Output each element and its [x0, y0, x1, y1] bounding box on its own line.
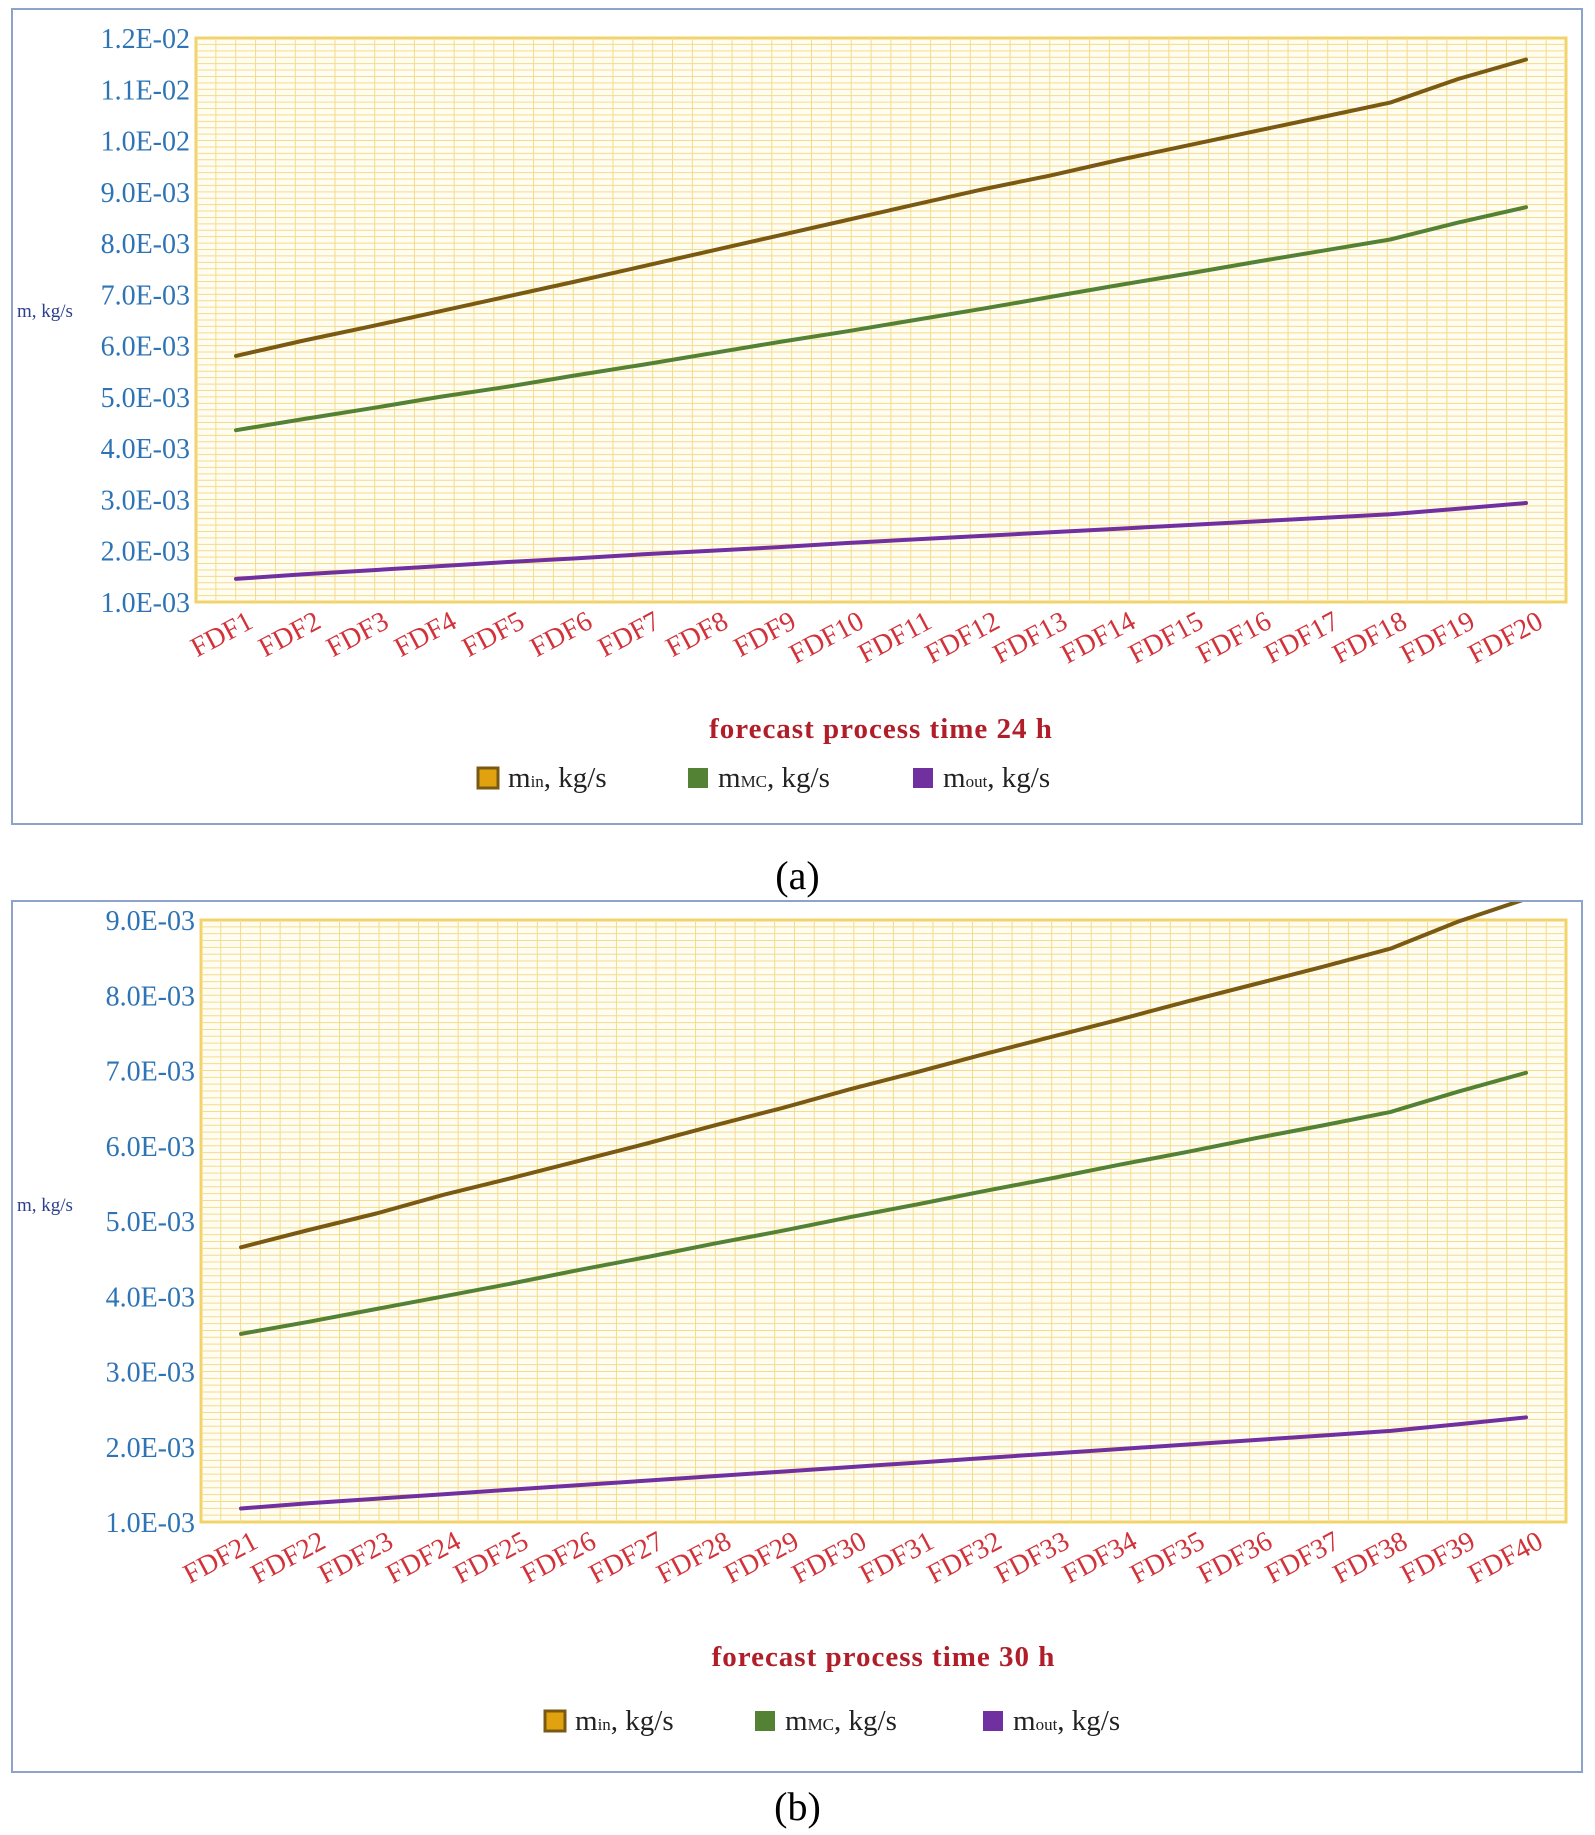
series-line-mc	[239, 1070, 1528, 1336]
x-tick-label: FDF8	[661, 606, 733, 664]
x-tick-label: FDF23	[314, 1526, 399, 1591]
x-tick-label: FDF26	[517, 1526, 602, 1591]
x-tick-label: FDF37	[1260, 1526, 1345, 1591]
series-line-out	[239, 1415, 1528, 1511]
x-tick-label: FDF19	[1395, 606, 1480, 671]
x-tick-label: FDF4	[389, 606, 461, 664]
x-tick-label: FDF35	[1125, 1526, 1210, 1591]
x-tick-label: FDF12	[920, 606, 1005, 671]
y-tick-label: 5.0E-03	[101, 383, 190, 414]
y-tick-label: 7.0E-03	[106, 1057, 195, 1088]
x-tick-label: FDF11	[853, 606, 937, 670]
chart-a-svg: 1.0E-03 2.0E-03 3.0E-03 4.0E-03 5.0E-03 6.0E-…	[17, 24, 1568, 794]
y-axis-label: m, kg/s	[17, 301, 73, 322]
legend-label: min, kg/s	[575, 1705, 674, 1737]
legend-swatch	[913, 768, 933, 788]
x-tick-label: FDF14	[1056, 606, 1141, 671]
chart-panel-b: 1.0E-03 2.0E-03 3.0E-03 4.0E-03 5.0E-03 6.0E-…	[11, 900, 1583, 1773]
x-tick-label: FDF20	[1463, 606, 1548, 671]
x-tick-label: FDF7	[593, 606, 665, 664]
legend-label: mMC, kg/s	[785, 1705, 897, 1737]
grid	[201, 920, 1566, 1522]
legend-swatch	[755, 1711, 775, 1731]
x-tick-label: FDF34	[1058, 1526, 1143, 1591]
x-tick-label: FDF18	[1328, 606, 1413, 671]
caption-b: (b)	[774, 1784, 821, 1829]
legend-swatch	[476, 766, 500, 790]
series-line-out	[234, 501, 1528, 581]
legend-label: mMC, kg/s	[718, 762, 830, 794]
x-tick-label: FDF27	[584, 1526, 669, 1591]
grid	[196, 38, 1566, 602]
legend-label: mout, kg/s	[1013, 1705, 1120, 1737]
x-tick-label: FDF39	[1396, 1526, 1481, 1591]
series-line-in	[234, 57, 1528, 358]
chart-panel-a: 1.0E-03 2.0E-03 3.0E-03 4.0E-03 5.0E-03 6.0E-…	[11, 8, 1583, 825]
x-tick-label: FDF36	[1193, 1526, 1278, 1591]
y-tick-label: 2.0E-03	[106, 1433, 195, 1464]
y-tick-label: 7.0E-03	[101, 280, 190, 311]
x-tick-label: FDF6	[525, 606, 597, 664]
x-tick-label: FDF29	[719, 1526, 804, 1591]
chart-b-svg: 1.0E-03 2.0E-03 3.0E-03 4.0E-03 5.0E-03 6.0E-…	[17, 902, 1568, 1737]
y-tick-label: 3.0E-03	[101, 485, 190, 516]
x-tick-label: FDF13	[988, 606, 1073, 671]
x-tick-label: FDF33	[990, 1526, 1075, 1591]
y-tick-label: 3.0E-03	[106, 1358, 195, 1389]
legend-label: min, kg/s	[508, 762, 607, 794]
y-tick-label: 1.0E-02	[101, 127, 190, 158]
legend-label: mout, kg/s	[943, 762, 1050, 794]
y-tick-label: 9.0E-03	[101, 178, 190, 209]
y-tick-label: 5.0E-03	[106, 1207, 195, 1238]
x-tick-label: FDF3	[321, 606, 393, 664]
legend: min, kg/s mMC, kg/s mout, kg/s	[543, 1705, 1120, 1737]
x-tick-label: FDF5	[457, 606, 529, 664]
y-tick-label: 1.0E-03	[106, 1508, 195, 1539]
y-tick-label: 6.0E-03	[106, 1132, 195, 1163]
y-tick-label: 1.0E-03	[101, 588, 190, 619]
y-tick-label: 1.2E-02	[101, 24, 190, 55]
x-tick-label: FDF32	[922, 1526, 1007, 1591]
x-tick-label: FDF15	[1124, 606, 1209, 671]
x-tick-label: FDF1	[186, 606, 258, 664]
y-tick-label: 8.0E-03	[101, 229, 190, 260]
y-tick-label: 4.0E-03	[106, 1282, 195, 1313]
x-tick-label: FDF30	[787, 1526, 872, 1591]
legend-swatch	[688, 768, 708, 788]
caption-a: (a)	[775, 853, 820, 898]
y-tick-label: 9.0E-03	[106, 906, 195, 937]
y-tick-label: 8.0E-03	[106, 981, 195, 1012]
y-tick-label: 2.0E-03	[101, 537, 190, 568]
legend-swatch	[543, 1709, 567, 1733]
x-tick-label: FDF10	[784, 606, 869, 671]
x-axis-label: forecast process time 30 h	[712, 1641, 1056, 1673]
legend: min, kg/s mMC, kg/s mout, kg/s	[476, 762, 1050, 794]
x-tick-label: FDF17	[1260, 606, 1345, 671]
x-tick-label: FDF28	[652, 1526, 737, 1591]
x-tick-label: FDF16	[1192, 606, 1277, 671]
x-axis-label: forecast process time 24 h	[709, 713, 1053, 745]
x-tick-label: FDF24	[381, 1526, 466, 1591]
y-tick-label: 6.0E-03	[101, 332, 190, 363]
y-tick-label: 4.0E-03	[101, 434, 190, 465]
series-line-in	[239, 902, 1524, 1250]
x-tick-label: FDF2	[254, 606, 326, 664]
legend-swatch	[983, 1711, 1003, 1731]
x-tick-label: FDF22	[246, 1526, 331, 1591]
x-tick-label: FDF25	[449, 1526, 534, 1591]
x-tick-label: FDF31	[855, 1526, 940, 1591]
x-tick-label: FDF40	[1463, 1526, 1548, 1591]
x-tick-label: FDF38	[1328, 1526, 1413, 1591]
y-axis-label: m, kg/s	[17, 1195, 73, 1216]
series-line-mc	[234, 205, 1528, 433]
y-tick-label: 1.1E-02	[101, 75, 190, 106]
